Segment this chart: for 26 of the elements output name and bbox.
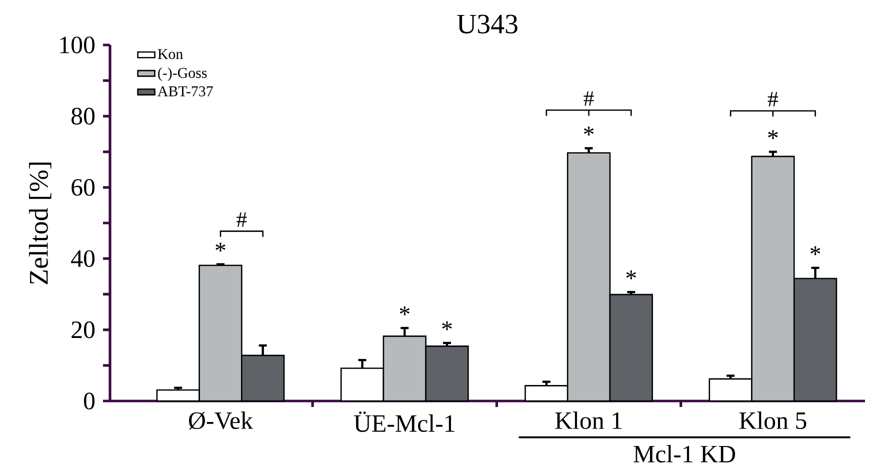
y-tick-label: 60 [72,178,95,196]
y-tick-label: 20 [72,321,95,338]
annotation: # [768,92,778,106]
text: Mcl-1 KD [634,444,736,463]
annotation: * [768,130,778,140]
x-tick-label: Klon 5 [739,412,806,430]
annotation: * [626,270,636,280]
legend-label: (-)-Goss [158,67,207,81]
legend-label: ABT-737 [158,86,213,96]
annotation: # [584,91,594,106]
annotation: * [584,126,594,136]
legend-label: Kon [158,49,183,60]
annotation: * [216,242,226,252]
x-tick-label: ÜE-Mcl-1 [354,412,454,432]
y-tick-label: 0 [84,392,95,410]
annotation: # [236,212,247,227]
y-tick-label: 100 [60,36,95,54]
x-tick-label: Klon 1 [555,412,622,430]
y-tick-label: 80 [72,108,95,125]
annotation: * [442,321,452,330]
y-tick-label: 40 [71,250,95,268]
x-tick-label: Ø-Vek [188,412,254,430]
annotation: * [810,246,820,256]
chart-title: U343 [457,14,518,34]
annotation: * [400,306,410,316]
y-axis-title: Zelltod [%] [29,162,52,284]
